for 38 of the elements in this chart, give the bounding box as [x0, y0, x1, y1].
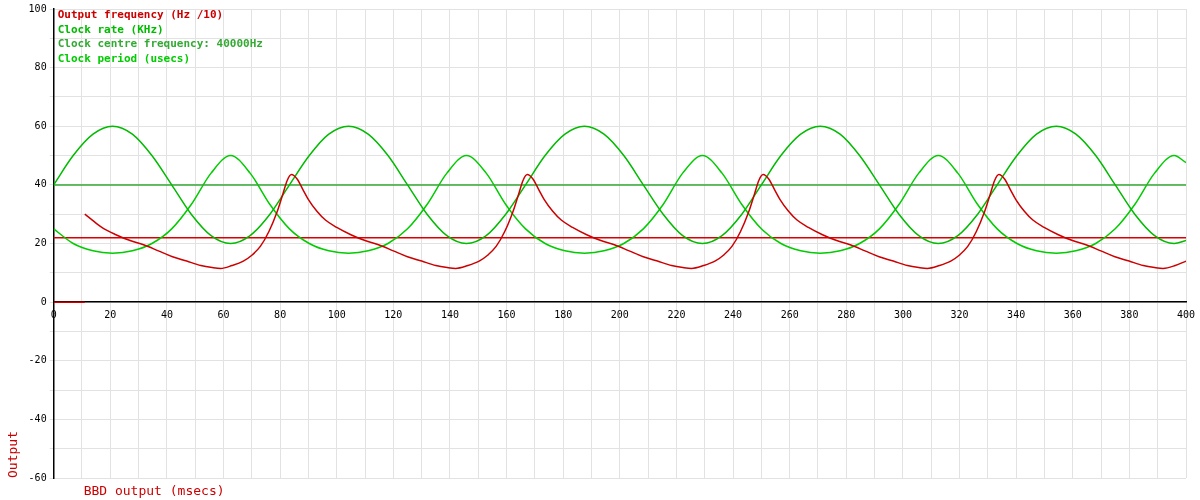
y-axis-title: Output [5, 431, 21, 478]
x-tick-label: 140 [440, 308, 460, 320]
line-series [53, 154, 1186, 254]
text: Clock centre frequency: 40000Hz [57, 37, 263, 51]
x-tick-label: 60 [217, 308, 230, 320]
x-tick-label: 320 [950, 308, 969, 320]
line-series [84, 173, 1186, 270]
x-tick-label: 80 [274, 308, 287, 320]
y-tick-label: 20 [34, 237, 47, 249]
x-tick-label: 380 [1120, 308, 1139, 320]
x-tick-label: 40 [160, 308, 173, 320]
x-tick-label: 160 [497, 308, 516, 320]
x-tick-label: 180 [554, 308, 573, 320]
line-series [53, 125, 1186, 245]
y-tick-label: -20 [28, 354, 47, 366]
y-tick-label: 0 [40, 295, 47, 307]
x-tick-label: 300 [893, 308, 912, 320]
x-axis-title: BBD output (msecs) [83, 482, 225, 498]
x-tick-label: 360 [1063, 308, 1082, 320]
text: Clock period (usecs) [57, 51, 191, 65]
text: Output frequency (Hz /10) [57, 8, 224, 22]
x-tick-label: 260 [780, 308, 799, 320]
x-tick-label: 100 [327, 308, 346, 320]
x-tick-label: 200 [610, 308, 629, 320]
x-tick-label: 240 [724, 308, 743, 320]
y-tick-label: -40 [28, 412, 47, 424]
x-tick-label: 220 [667, 308, 686, 320]
x-tick-label: 340 [1007, 308, 1026, 320]
y-tick-label: -60 [28, 471, 47, 483]
x-tick-label: 20 [104, 308, 117, 320]
y-tick-label: 60 [34, 119, 47, 131]
y-tick-label: 80 [34, 61, 47, 73]
x-tick-label: 120 [384, 308, 403, 320]
y-tick-label: 100 [28, 2, 47, 14]
y-tick-label: 40 [34, 178, 47, 190]
x-tick-label: 400 [1176, 308, 1196, 320]
text: Clock rate (KHz) [57, 22, 164, 36]
x-tick-label: 280 [837, 308, 856, 320]
